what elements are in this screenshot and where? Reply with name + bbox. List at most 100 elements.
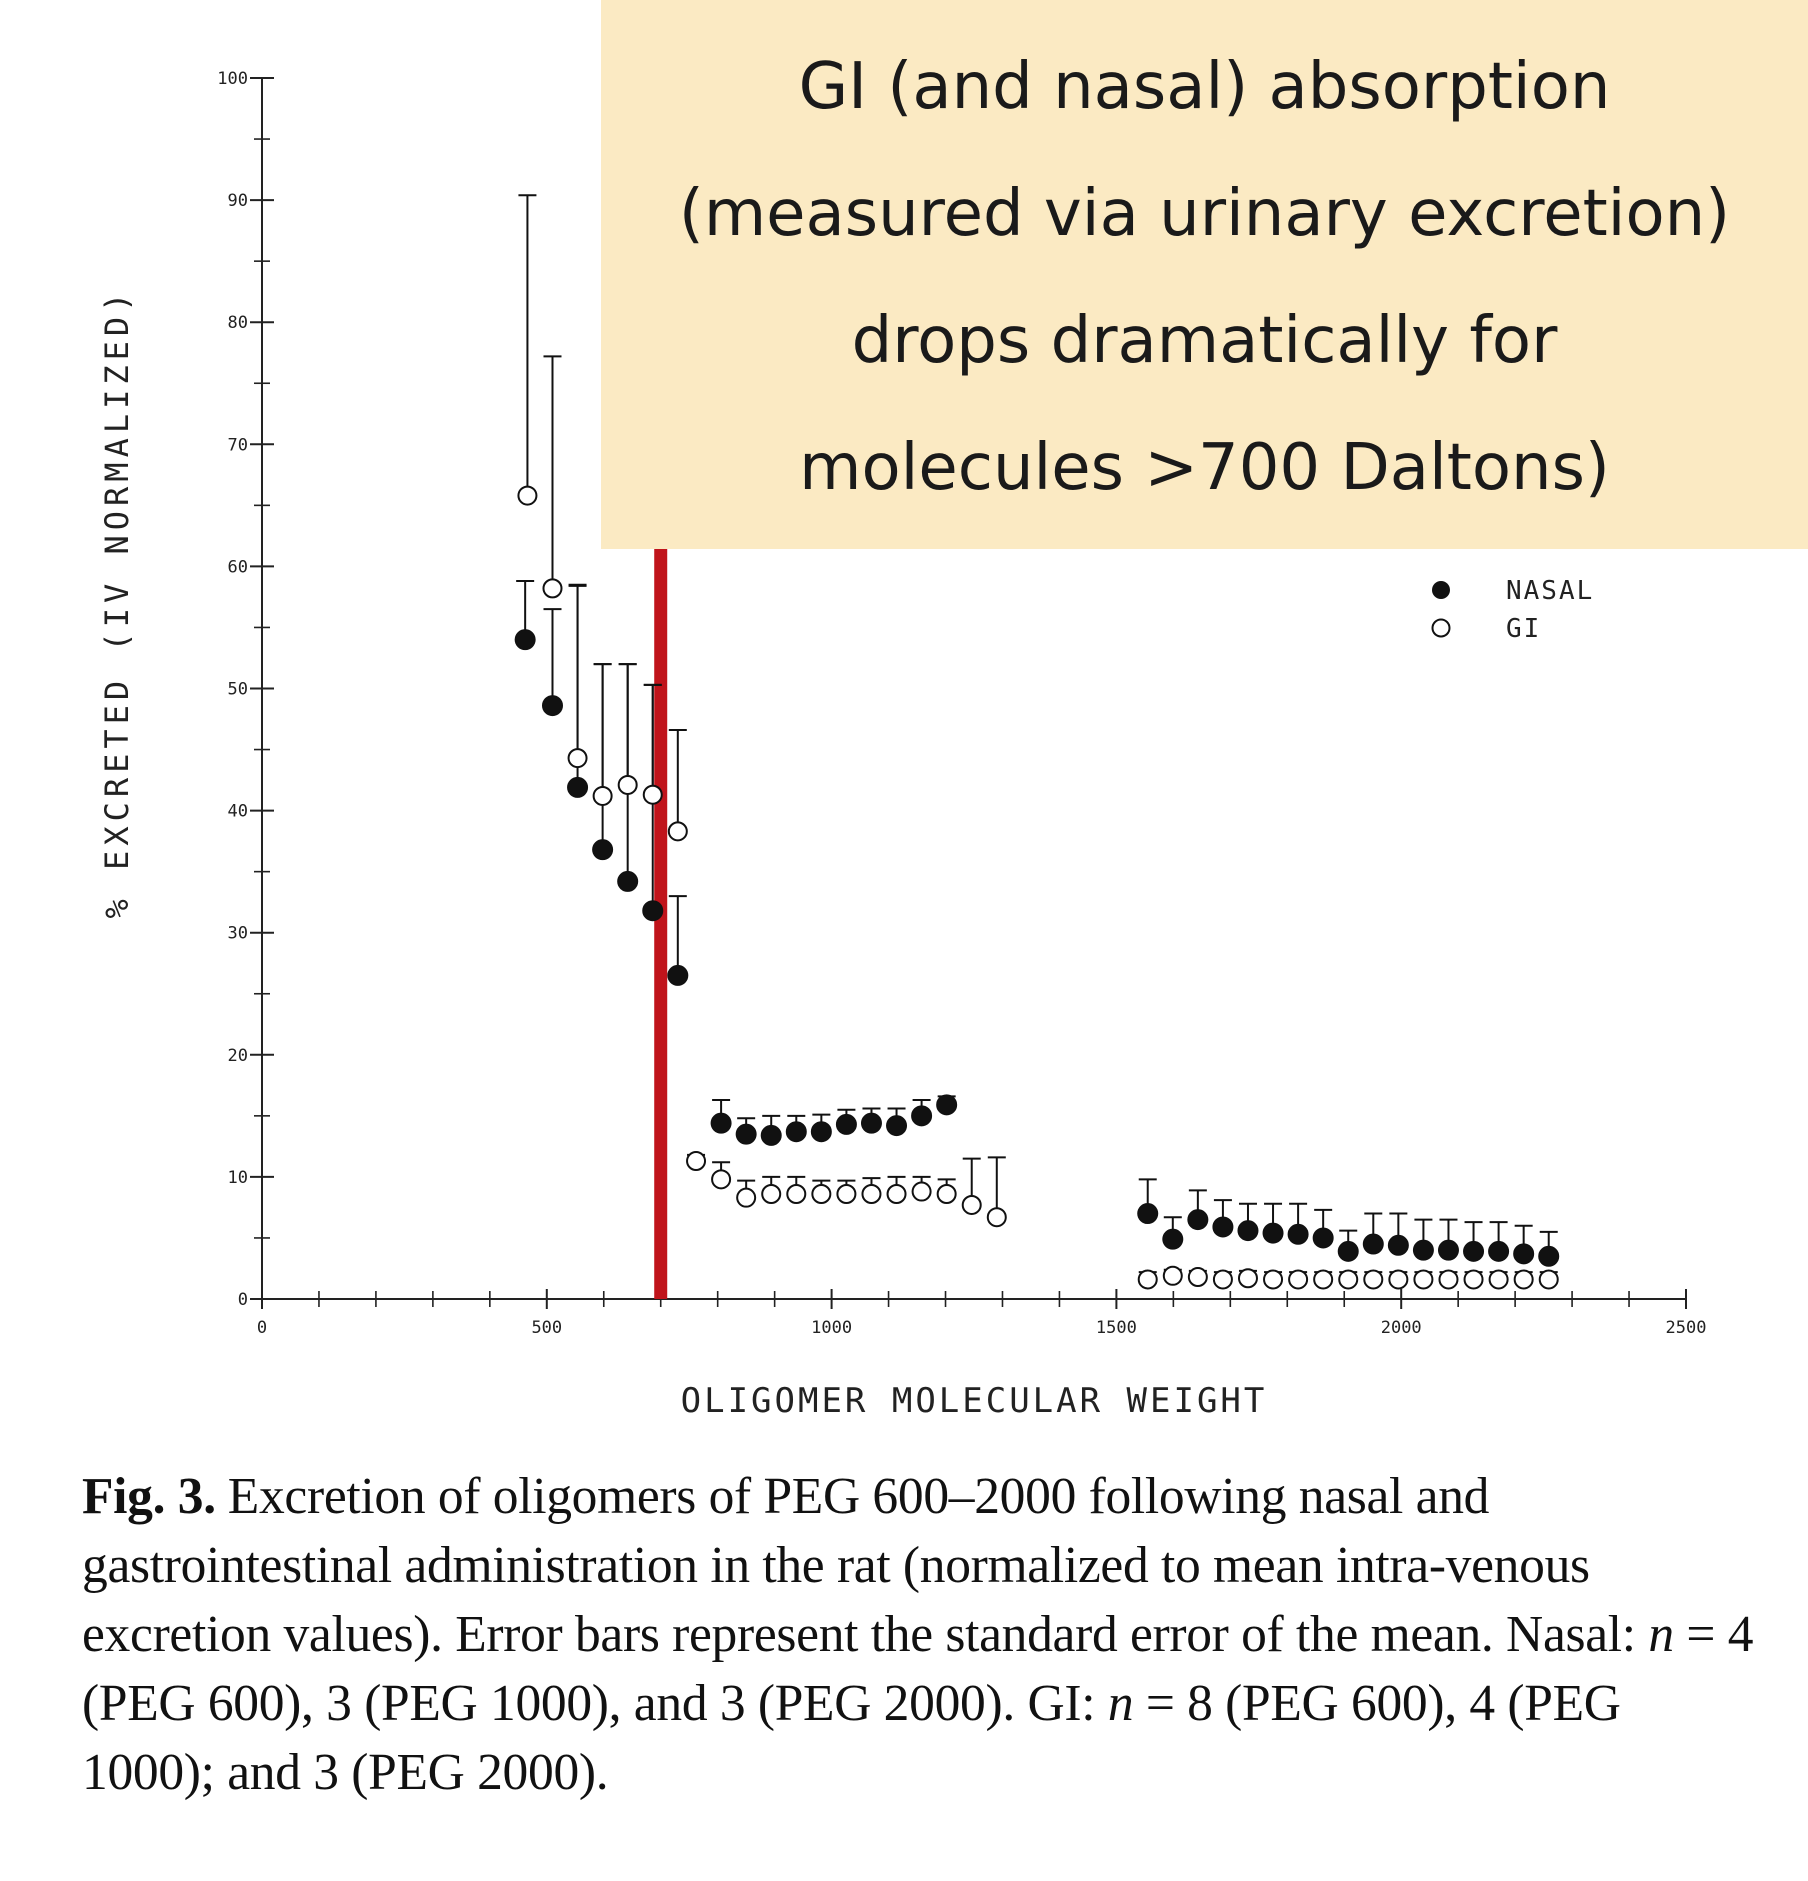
gi-point	[911, 1181, 932, 1202]
gi-point	[1438, 1269, 1459, 1290]
y-tick-label: 100	[217, 69, 248, 89]
caption-n: n	[1648, 1606, 1674, 1663]
nasal-point	[617, 870, 639, 892]
gi-point	[986, 1207, 1007, 1228]
nasal-point	[1137, 1203, 1159, 1225]
gi-point	[1538, 1269, 1559, 1290]
x-axis-label: OLIGOMER MOLECULAR WEIGHT	[681, 1381, 1268, 1421]
legend-marker-gi	[1431, 618, 1451, 638]
nasal-point	[1437, 1239, 1459, 1261]
nasal-point	[1212, 1216, 1234, 1238]
nasal-point	[1262, 1222, 1284, 1244]
nasal-point	[1538, 1245, 1560, 1267]
gi-point	[711, 1169, 732, 1190]
nasal-point	[642, 900, 664, 922]
figure-label: Fig. 3.	[82, 1468, 216, 1525]
gi-point	[542, 578, 563, 599]
gi-point	[761, 1183, 782, 1204]
nasal-point	[886, 1115, 908, 1137]
gi-point	[642, 784, 663, 805]
gi-point	[811, 1183, 832, 1204]
y-tick-label: 40	[228, 802, 248, 822]
nasal-point	[1287, 1223, 1309, 1245]
nasal-point	[1312, 1227, 1334, 1249]
nasal-point	[1337, 1240, 1359, 1262]
nasal-point	[911, 1105, 933, 1127]
annotation-callout: GI (and nasal) absorption (measured via …	[601, 0, 1808, 549]
y-tick-label: 90	[228, 191, 248, 211]
gi-point	[886, 1183, 907, 1204]
gi-point	[736, 1187, 757, 1208]
nasal-point	[514, 629, 536, 651]
nasal-point	[810, 1121, 832, 1143]
y-axis-label: % EXCRETED (IV NORMALIZED)	[98, 288, 136, 919]
nasal-point	[760, 1124, 782, 1146]
x-tick-label: 500	[531, 1318, 562, 1338]
nasal-point	[785, 1121, 807, 1143]
caption-text: = 8 (PEG 600), 4 (PEG 1000); and 3 (PEG …	[82, 1675, 1621, 1801]
gi-point	[1187, 1267, 1208, 1288]
gi-point	[1363, 1269, 1384, 1290]
gi-point	[1237, 1268, 1258, 1289]
gi-point	[1513, 1269, 1534, 1290]
nasal-point	[710, 1112, 732, 1134]
gi-point	[861, 1183, 882, 1204]
y-tick-label: 70	[228, 435, 248, 455]
gi-point	[1288, 1269, 1309, 1290]
nasal-point	[1187, 1209, 1209, 1231]
callout-line: GI (and nasal) absorption	[798, 49, 1611, 124]
nasal-point	[592, 839, 614, 861]
legend-label: GI	[1506, 614, 1541, 644]
gi-point	[1313, 1269, 1334, 1290]
nasal-point	[735, 1123, 757, 1145]
nasal-point	[567, 776, 589, 798]
gi-point	[617, 774, 638, 795]
gi-point	[1388, 1269, 1409, 1290]
callout-line: (measured via urinary excretion)	[678, 176, 1731, 251]
nasal-point	[1237, 1220, 1259, 1242]
nasal-point	[835, 1113, 857, 1135]
chart-legend: NASAL GI	[1431, 576, 1594, 644]
caption-n: n	[1107, 1675, 1134, 1732]
figure-caption: Fig. 3. Excretion of oligomers of PEG 600…	[82, 1462, 1762, 1807]
gi-point	[517, 485, 538, 506]
x-tick-label: 1000	[811, 1318, 852, 1338]
gi-point	[1263, 1269, 1284, 1290]
gi-point	[1413, 1269, 1434, 1290]
x-tick-label: 0	[257, 1318, 267, 1338]
nasal-point	[667, 964, 689, 986]
gi-point	[1463, 1269, 1484, 1290]
gi-point	[961, 1194, 982, 1215]
nasal-point	[1362, 1233, 1384, 1255]
nasal-point	[1387, 1234, 1409, 1256]
legend-label: NASAL	[1506, 576, 1594, 606]
y-tick-label: 0	[238, 1290, 248, 1310]
gi-point	[1162, 1265, 1183, 1286]
callout-line: drops dramatically for	[851, 303, 1558, 378]
nasal-point	[1463, 1240, 1485, 1262]
x-tick-label: 1500	[1096, 1318, 1137, 1338]
y-tick-label: 60	[228, 557, 248, 577]
chart-axes	[250, 77, 1687, 1309]
gi-point	[686, 1151, 707, 1172]
nasal-point	[1513, 1243, 1535, 1265]
nasal-point	[1412, 1239, 1434, 1261]
y-tick-label: 50	[228, 680, 248, 700]
caption-text: = 4 (PEG 600), 3 (PEG 1000), and 3 (PEG …	[82, 1606, 1754, 1732]
y-tick-label: 80	[228, 313, 248, 333]
nasal-point	[1488, 1240, 1510, 1262]
gi-point	[1338, 1269, 1359, 1290]
gi-point	[1212, 1269, 1233, 1290]
y-tick-label: 10	[228, 1168, 248, 1188]
y-tick-label: 30	[228, 924, 248, 944]
gi-point	[1488, 1269, 1509, 1290]
x-tick-label: 2000	[1381, 1318, 1422, 1338]
legend-marker-nasal	[1432, 581, 1450, 599]
gi-point	[592, 785, 613, 806]
callout-line: molecules >700 Daltons)	[799, 430, 1610, 505]
caption-text: Excretion of oligomers of PEG 600–2000 f…	[82, 1468, 1649, 1663]
x-tick-label: 2500	[1666, 1318, 1707, 1338]
nasal-point	[541, 695, 563, 717]
gi-point	[836, 1183, 857, 1204]
